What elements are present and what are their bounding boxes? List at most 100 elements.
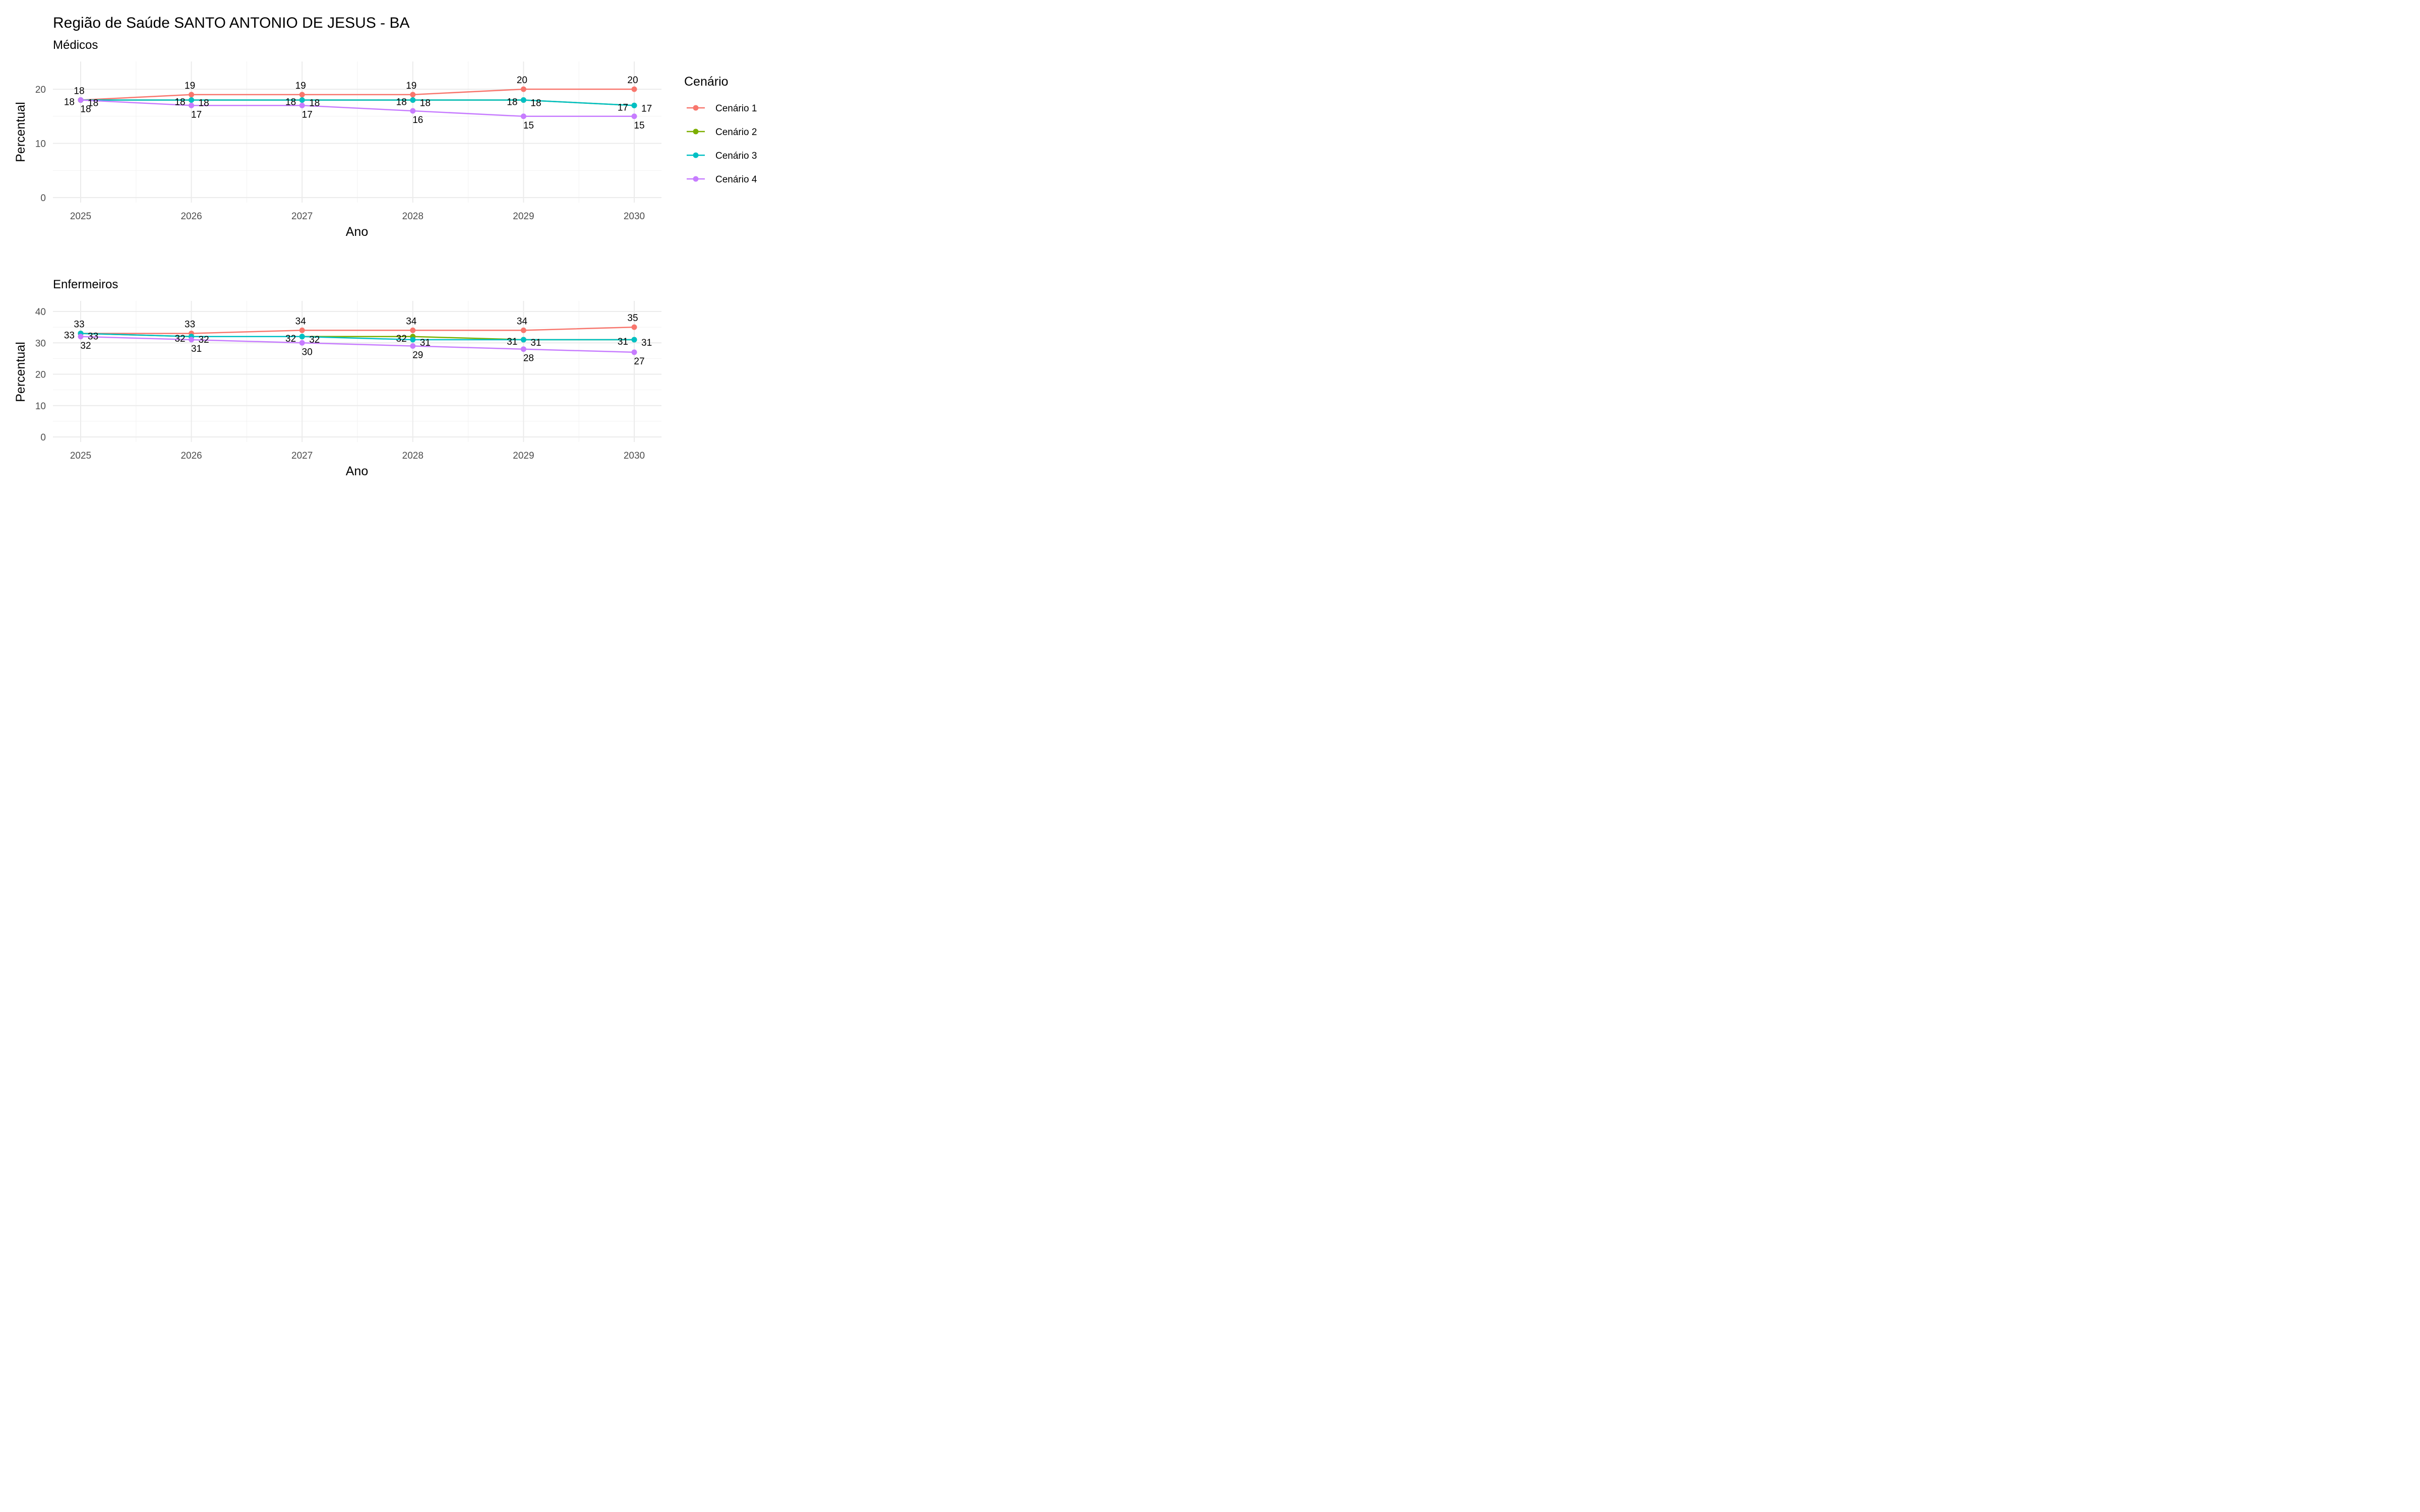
data-point (520, 97, 526, 103)
data-point (520, 327, 526, 333)
x-tick-label: 2029 (513, 451, 534, 461)
y-tick-label: 40 (35, 307, 46, 318)
data-point (631, 102, 637, 108)
data-label: 34 (295, 316, 307, 327)
data-label: 18 (64, 97, 75, 108)
data-point (410, 337, 416, 343)
data-label: 17 (618, 102, 628, 113)
data-point (299, 340, 305, 346)
legend-key-point (693, 105, 699, 111)
data-label: 31 (618, 337, 628, 347)
data-point (410, 97, 416, 103)
x-tick-label: 2028 (402, 451, 424, 461)
x-tick-label: 2029 (513, 211, 534, 222)
data-label: 29 (412, 350, 423, 360)
data-label: 27 (634, 356, 644, 367)
x-tick-label: 2027 (291, 451, 313, 461)
data-point (631, 324, 637, 330)
data-label: 31 (530, 338, 541, 348)
data-point (631, 113, 637, 119)
data-label: 33 (88, 332, 98, 342)
data-label: 20 (517, 75, 527, 86)
data-point (299, 334, 305, 340)
panel-subtitle-medicos: Médicos (53, 38, 98, 52)
data-label: 18 (88, 98, 98, 109)
data-label: 33 (64, 331, 75, 341)
y-axis-title-medicos: Percentual (14, 102, 28, 162)
data-label: 18 (396, 97, 407, 108)
legend-label: Cenário 4 (715, 174, 757, 185)
data-point (189, 97, 195, 103)
data-label: 32 (174, 334, 185, 344)
data-label: 33 (185, 320, 195, 330)
data-point (299, 92, 305, 98)
series-line (80, 336, 635, 353)
y-axis-title-enfermeiros: Percentual (14, 342, 28, 402)
x-tick-label: 2030 (624, 211, 645, 222)
legend: Cenário Cenário 1 Cenário 2 Cenário 3 Cenár… (684, 75, 757, 185)
x-axis-title-enfermeiros: Ano (346, 464, 368, 478)
data-label: 18 (199, 98, 209, 109)
data-label: 31 (191, 344, 202, 354)
data-label: 17 (302, 109, 313, 120)
data-label: 15 (634, 120, 644, 131)
legend-title: Cenário (684, 75, 729, 89)
x-tick-label: 2026 (180, 451, 202, 461)
data-label: 18 (74, 86, 84, 97)
y-tick-label: 20 (35, 370, 46, 381)
y-tick-label: 10 (35, 401, 46, 412)
legend-label: Cenário 2 (715, 127, 757, 138)
data-point (631, 337, 637, 343)
y-tick-label: 0 (40, 193, 46, 204)
data-label: 19 (185, 81, 195, 91)
x-tick-label: 2027 (291, 211, 313, 222)
data-label: 16 (412, 115, 423, 125)
legend-label: Cenário 1 (715, 103, 757, 114)
data-label: 32 (309, 335, 320, 345)
data-point (410, 108, 416, 114)
data-label: 31 (641, 338, 652, 348)
data-label: 15 (523, 120, 534, 131)
data-point (299, 327, 305, 333)
chart: Região de Saúde SANTO ANTONIO DE JESUS -… (14, 15, 757, 478)
y-tick-label: 0 (40, 432, 46, 443)
legend-label: Cenário 3 (715, 151, 757, 161)
series-line (81, 326, 635, 334)
data-label: 34 (406, 316, 417, 327)
series-line (80, 99, 634, 117)
data-point (631, 86, 637, 92)
series-line (81, 99, 635, 106)
data-label: 19 (406, 81, 416, 91)
x-tick-label: 2025 (70, 451, 91, 461)
data-point (520, 337, 526, 343)
data-label: 18 (285, 97, 296, 108)
data-label: 35 (627, 313, 638, 324)
data-label: 18 (309, 98, 320, 109)
data-point (189, 102, 195, 108)
chart-title: Região de Saúde SANTO ANTONIO DE JESUS -… (53, 15, 410, 31)
data-label: 28 (523, 353, 534, 364)
data-label: 18 (420, 98, 431, 109)
data-label: 32 (80, 341, 91, 351)
x-tick-label: 2026 (180, 211, 202, 222)
legend-key-point (693, 152, 699, 158)
data-label: 34 (517, 316, 528, 327)
data-label: 17 (641, 103, 652, 114)
data-label: 18 (507, 97, 517, 108)
data-point (520, 346, 526, 352)
data-label: 32 (199, 335, 209, 345)
legend-key-point (693, 129, 699, 135)
x-tick-label: 2025 (70, 211, 91, 222)
data-point (78, 97, 84, 103)
series-line (80, 88, 634, 101)
data-label: 33 (74, 320, 84, 330)
data-label: 18 (530, 98, 541, 109)
y-tick-label: 10 (35, 139, 46, 150)
data-label: 31 (420, 338, 431, 348)
legend-key-point (693, 176, 699, 182)
data-point (410, 92, 416, 98)
data-label: 32 (396, 334, 407, 344)
data-label: 32 (285, 334, 296, 344)
